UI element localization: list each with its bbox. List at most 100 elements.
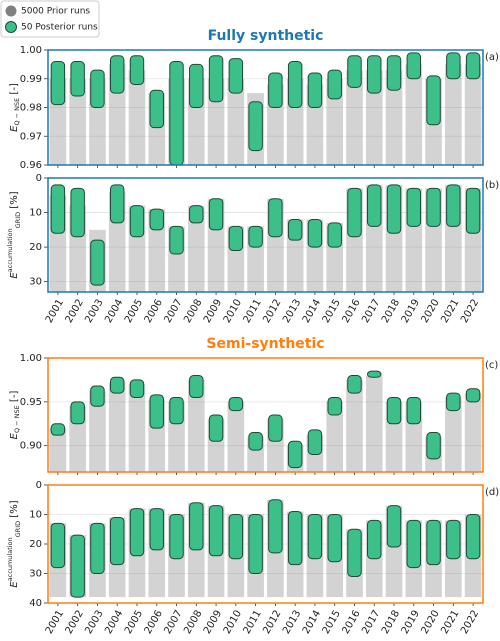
- panel-label: (c): [485, 360, 498, 371]
- posterior-range: [446, 392, 461, 412]
- x-tick-label: 2021: [439, 298, 461, 326]
- x-tick-label: 2005: [123, 298, 145, 326]
- panel-frame: [47, 357, 484, 473]
- y-axis-label: EaccumulationGRID [%]: [6, 191, 22, 278]
- prior-range: [187, 205, 205, 292]
- x-tick-label: 2003: [83, 298, 105, 326]
- y-label-main: E: [9, 125, 20, 132]
- y-tick-label: 10: [29, 510, 42, 521]
- posterior-range: [90, 385, 105, 407]
- y-label-sup: accumulation: [6, 537, 14, 581]
- posterior-range: [367, 55, 382, 94]
- y-label-sub: Q − NSE: [13, 405, 21, 433]
- posterior-range: [307, 429, 323, 455]
- posterior-range: [406, 396, 422, 425]
- posterior-range: [327, 514, 342, 563]
- posterior-range: [347, 187, 362, 238]
- posterior-range: [307, 514, 323, 560]
- posterior-range: [248, 514, 263, 574]
- y-tick-label: 1.00: [20, 353, 42, 364]
- plot-area: [49, 184, 482, 292]
- posterior-range: [307, 218, 323, 248]
- posterior-range: [109, 55, 125, 94]
- x-tick-label: 2012: [261, 298, 283, 326]
- y-label-unit: [%]: [9, 500, 20, 517]
- y-tick-label: 0.98: [20, 103, 42, 114]
- prior-range: [385, 70, 403, 165]
- posterior-range: [228, 225, 244, 252]
- posterior-range: [386, 505, 402, 548]
- posterior-range: [149, 208, 164, 231]
- y-tick-label: 40: [29, 598, 42, 609]
- posterior-range: [109, 376, 125, 394]
- x-tick-label: 2022: [459, 298, 481, 326]
- posterior-range: [189, 63, 204, 108]
- posterior-range: [248, 225, 263, 248]
- posterior-range: [169, 514, 184, 560]
- y-tick-label: 0.97: [20, 131, 42, 142]
- posterior-range: [208, 55, 224, 103]
- y-tick-label: 0.90: [20, 441, 42, 452]
- posterior-range: [189, 205, 204, 224]
- posterior-range: [327, 69, 342, 100]
- prior-range: [365, 375, 383, 472]
- x-tick-label: 2018: [380, 298, 402, 326]
- x-tick-label: 2013: [281, 609, 303, 637]
- x-tick-label: 2019: [400, 609, 422, 637]
- panel-frame: [47, 484, 484, 604]
- y-tick-label: 20: [29, 539, 42, 550]
- x-tick-label: 2005: [123, 609, 145, 637]
- y-tick-label: 0.99: [20, 74, 42, 85]
- x-tick-label: 2011: [242, 298, 264, 326]
- posterior-range: [149, 394, 164, 429]
- posterior-range: [169, 225, 184, 255]
- y-tick-label: 10: [29, 208, 42, 219]
- posterior-range: [189, 375, 204, 398]
- posterior-range: [307, 72, 323, 108]
- posterior-range: [208, 198, 224, 231]
- posterior-range: [426, 187, 441, 227]
- posterior-range: [327, 396, 342, 416]
- x-tick-label: 2012: [261, 609, 283, 637]
- legend-marker: [5, 5, 17, 17]
- x-tick-label: 2002: [64, 609, 86, 637]
- posterior-range: [386, 396, 402, 425]
- posterior-range: [90, 522, 105, 574]
- x-tick-label: 2016: [340, 298, 362, 326]
- posterior-range: [70, 187, 85, 238]
- y-axis-label: EQ − NSE [-]: [9, 83, 21, 132]
- prior-range: [227, 78, 245, 165]
- posterior-range: [426, 75, 441, 126]
- prior-range: [227, 401, 245, 472]
- posterior-range: [149, 508, 164, 551]
- prior-range: [346, 379, 363, 472]
- posterior-range: [287, 440, 303, 469]
- prior-range: [187, 379, 205, 472]
- posterior-range: [129, 205, 145, 238]
- posterior-range: [446, 184, 461, 227]
- y-tick-label: 30: [29, 569, 42, 580]
- x-tick-label: 2010: [222, 609, 244, 637]
- posterior-range: [327, 222, 342, 248]
- posterior-range: [50, 522, 66, 569]
- posterior-range: [426, 519, 441, 566]
- x-tick-label: 2009: [202, 609, 224, 637]
- prior-range: [89, 391, 106, 472]
- posterior-range: [465, 514, 481, 560]
- posterior-range: [268, 198, 283, 238]
- y-tick-label: 0.96: [20, 160, 42, 171]
- posterior-range: [70, 401, 85, 425]
- prior-range: [326, 401, 344, 472]
- panel-title: Fully synthetic: [208, 28, 324, 44]
- x-tick-label: 2017: [360, 298, 382, 326]
- x-tick-label: 2002: [64, 298, 86, 326]
- x-tick-label: 2003: [83, 609, 105, 637]
- posterior-range: [50, 423, 66, 436]
- x-tick-label: 2004: [103, 298, 125, 326]
- posterior-range: [367, 184, 382, 227]
- x-tick-label: 2022: [459, 609, 481, 637]
- prior-range: [346, 70, 363, 165]
- posterior-range: [228, 514, 244, 560]
- plot-area: [49, 52, 482, 165]
